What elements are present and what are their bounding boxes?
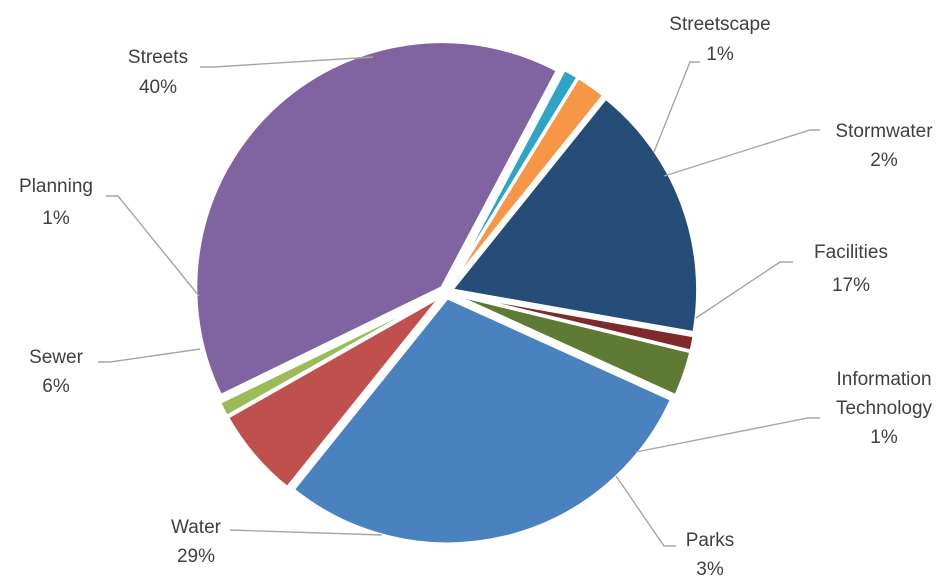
label-facilities-name: Facilities: [814, 242, 888, 263]
leader-streetscape: [653, 61, 700, 153]
label-it-pct: 1%: [870, 427, 898, 448]
label-stormwater-pct: 2%: [870, 150, 898, 171]
label-parks-name: Parks: [686, 530, 735, 551]
data-labels: Streetscape 1% Stormwater 2% Facilities …: [19, 14, 933, 580]
pie-slices: [194, 40, 700, 546]
leader-water: [229, 529, 383, 536]
leader-parks: [615, 475, 676, 547]
label-it-line1: Information: [836, 369, 931, 390]
slice-facilities: [448, 96, 700, 335]
label-sewer-pct: 6%: [42, 376, 70, 397]
label-streetscape-pct: 1%: [706, 44, 734, 65]
leader-planning: [106, 195, 200, 297]
leader-lines: [98, 56, 820, 547]
slice-parks: [451, 292, 693, 398]
leader-it: [635, 417, 820, 453]
leader-streets: [200, 56, 374, 68]
label-parks-pct: 3%: [696, 559, 724, 580]
label-planning-name: Planning: [19, 176, 93, 197]
slice-streets: [194, 40, 560, 398]
label-facilities-pct: 17%: [832, 275, 870, 296]
slice-planning: [217, 293, 442, 419]
label-water-pct: 29%: [177, 546, 215, 567]
leader-facilities: [695, 261, 793, 319]
leader-stormwater: [663, 129, 820, 177]
label-it-line2: Technology: [836, 398, 933, 419]
label-sewer-name: Sewer: [29, 347, 84, 368]
leader-sewer: [98, 348, 201, 363]
label-streets-name: Streets: [128, 47, 188, 68]
slice-water: [291, 295, 674, 546]
label-planning-pct: 1%: [42, 208, 70, 229]
slice-stormwater: [448, 75, 606, 289]
label-water-name: Water: [171, 517, 222, 538]
label-stormwater-name: Stormwater: [835, 121, 933, 142]
label-streetscape-name: Streetscape: [669, 14, 770, 35]
label-streets-pct: 40%: [139, 77, 177, 98]
